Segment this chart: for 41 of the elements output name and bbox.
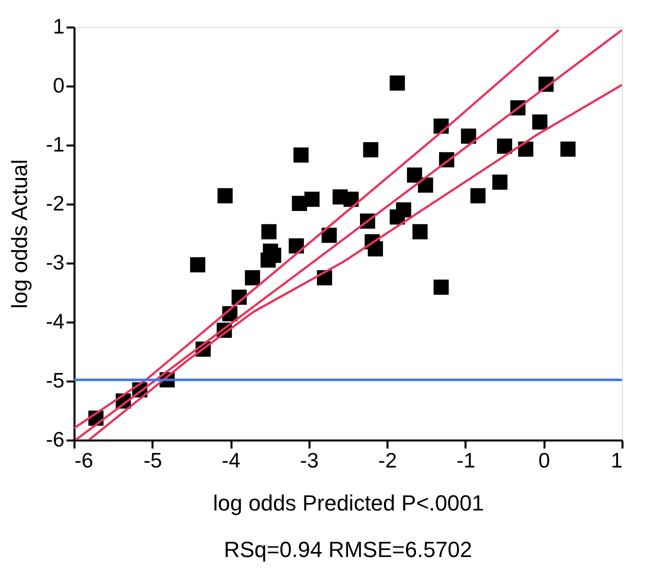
x-tick-label: -1: [456, 450, 476, 472]
point: [368, 241, 383, 256]
point: [261, 224, 277, 240]
point: [460, 128, 476, 144]
point: [532, 114, 548, 130]
y-tick-label: 0: [52, 74, 64, 98]
point: [322, 228, 337, 243]
y-tick-label: -4: [46, 310, 65, 334]
x-tick-label: -6: [74, 450, 94, 472]
x-tick-label: 1: [610, 450, 622, 472]
point: [412, 224, 428, 240]
y-axis-title: log odds Actual: [6, 159, 32, 309]
y-tick-label: -5: [46, 370, 64, 392]
point: [363, 142, 378, 158]
point: [344, 192, 359, 207]
point: [190, 257, 206, 272]
x-tick-label: -4: [222, 450, 241, 472]
y-tick-label: -2: [46, 192, 64, 216]
point: [396, 202, 412, 218]
point: [518, 142, 534, 157]
point: [434, 280, 449, 295]
y-tick-label: -6: [46, 428, 64, 452]
point: [496, 138, 512, 154]
point: [390, 75, 405, 91]
point: [288, 238, 304, 254]
point: [492, 174, 508, 190]
x-tick-label: -2: [378, 450, 397, 472]
y-tick-label: 1: [52, 16, 64, 38]
point: [470, 188, 486, 204]
x-tick-label: -5: [143, 450, 162, 472]
y-tick-label: -1: [46, 134, 64, 156]
point: [293, 147, 309, 163]
x-axis-title: log odds Predicted P<.0001: [213, 490, 484, 516]
point: [218, 188, 233, 204]
text: RSq=0.94 RMSE=6.5702: [224, 537, 472, 562]
x-tick-label: -3: [300, 450, 319, 472]
point: [560, 142, 576, 157]
point: [244, 270, 260, 286]
y-tick-label: -3: [46, 252, 64, 274]
point: [304, 192, 320, 207]
x-tick-label: 0: [538, 450, 550, 472]
